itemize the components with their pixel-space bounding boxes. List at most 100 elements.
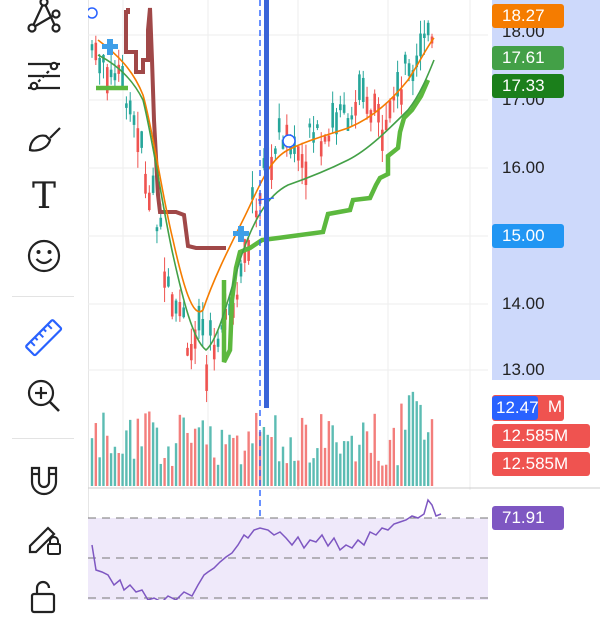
- candle-body: [159, 217, 163, 227]
- emoji-tool[interactable]: [18, 230, 70, 282]
- volume-bar: [178, 414, 182, 486]
- volume-bar: [362, 422, 365, 486]
- candle-body: [163, 271, 166, 288]
- pattern-tool[interactable]: [18, 0, 70, 42]
- volume-bar: [346, 441, 350, 486]
- volume-bar: [109, 453, 113, 486]
- candle-body: [423, 33, 426, 39]
- candle-body: [365, 96, 369, 114]
- toolbar-divider: [12, 296, 74, 297]
- volume-bar: [144, 413, 147, 486]
- candle-body: [350, 115, 354, 120]
- magnet-icon: [30, 466, 58, 496]
- volume-bar: [190, 442, 193, 486]
- candle-body: [319, 141, 323, 157]
- volume-bar: [277, 461, 281, 486]
- volume-bar: [392, 427, 395, 486]
- volume-bar: [182, 417, 185, 486]
- fib-tool[interactable]: [18, 50, 70, 102]
- candle-body: [293, 136, 296, 154]
- brush-tool[interactable]: [18, 112, 70, 164]
- candle-body: [274, 148, 277, 154]
- volume-bar: [216, 464, 220, 486]
- candle-body: [384, 119, 388, 131]
- volume-bar: [297, 460, 300, 486]
- candle-body: [400, 89, 403, 105]
- ruler-tool[interactable]: [18, 312, 70, 364]
- magnet-tool[interactable]: [18, 454, 70, 506]
- candle-body: [354, 101, 357, 116]
- volume-bar: [384, 464, 388, 486]
- candle-body: [396, 72, 399, 97]
- candle-body: [415, 55, 419, 68]
- candle-body: [136, 128, 140, 153]
- drawing-toolbar: T: [0, 0, 89, 614]
- volume-bar: [262, 427, 266, 486]
- volume-bar: [201, 420, 204, 486]
- volume-bar: [365, 431, 369, 486]
- candle-body: [373, 93, 376, 112]
- volume-bar: [312, 458, 315, 486]
- candle-body: [277, 118, 281, 133]
- volume-bar: [323, 447, 327, 486]
- volume-bar: [255, 412, 258, 486]
- ma-slow-line: [97, 54, 435, 352]
- unlock-icon: [30, 580, 56, 614]
- candle-body: [190, 344, 193, 361]
- candle-body: [392, 96, 396, 101]
- volume-bar: [415, 401, 418, 486]
- volume-bar: [140, 446, 143, 486]
- supertrend-up-line: [96, 79, 431, 364]
- cross-h: [257, 197, 275, 201]
- candle-body: [186, 347, 189, 356]
- candle-body: [201, 318, 205, 336]
- volume-bar: [132, 458, 136, 486]
- candle-body: [113, 73, 117, 81]
- volume-bar: [331, 425, 334, 486]
- volume-bar: [342, 441, 346, 486]
- volume-bar: [155, 427, 159, 486]
- volume-bar: [167, 446, 170, 486]
- unlock-tool[interactable]: [18, 572, 70, 624]
- toolbar-divider: [12, 438, 74, 439]
- lock-draw-tool[interactable]: [18, 512, 70, 564]
- volume-bar: [174, 443, 178, 486]
- candle-body: [209, 320, 212, 336]
- volume-bar: [350, 435, 353, 486]
- candle-body: [94, 42, 98, 61]
- supertrend-down-line: [124, 7, 226, 250]
- volume-ma-label: 12.585M: [492, 452, 590, 476]
- volume-bar: [247, 431, 250, 486]
- volume-bar: [289, 437, 292, 486]
- volume-bar: [400, 403, 403, 486]
- price-tick: 13.00: [502, 360, 545, 379]
- supertrend-price-label: 17.33: [492, 74, 564, 98]
- candle-body: [140, 131, 143, 148]
- candle-body: [174, 300, 178, 314]
- volume-bar: [426, 432, 430, 486]
- candle-body: [346, 118, 350, 131]
- text-tool[interactable]: T: [18, 170, 70, 222]
- volume-bar: [316, 448, 319, 486]
- plus-marker: [233, 226, 249, 242]
- candle-body: [197, 305, 201, 331]
- pencil-lock-icon: [28, 526, 61, 555]
- ma-fast-price-label: 18.27: [492, 4, 564, 28]
- volume-bar: [407, 395, 411, 486]
- candle-body: [358, 74, 361, 100]
- plus-marker: [102, 39, 118, 55]
- volume-bar: [270, 437, 273, 486]
- zoom-tool[interactable]: [18, 370, 70, 422]
- volume-bar: [308, 462, 311, 486]
- candle-body: [121, 65, 124, 88]
- candle-body: [155, 227, 159, 232]
- volume-bar: [388, 439, 392, 486]
- volume-bar: [293, 460, 296, 486]
- volume-bar: [113, 446, 117, 486]
- volume-bar: [148, 411, 151, 486]
- volume-bar: [304, 424, 308, 486]
- rsi-value-label: 71.91: [492, 506, 564, 530]
- volume-bar: [121, 453, 124, 486]
- volume-bar: [232, 437, 235, 486]
- volume-label-suffix: M: [547, 397, 562, 416]
